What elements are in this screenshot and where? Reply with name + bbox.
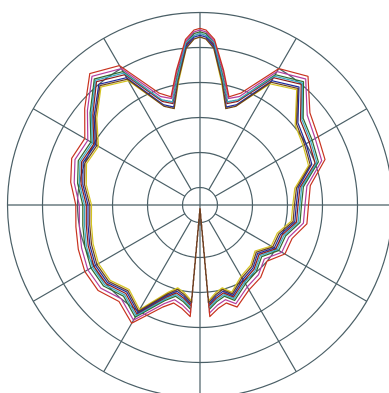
series-line-7: [83, 36, 311, 312]
series-line-5: [78, 32, 318, 317]
grid-spoke-60: [208, 37, 297, 191]
polar-grid: [6, 11, 389, 393]
grid-spoke-330: [214, 213, 368, 302]
grid-spoke-120: [103, 37, 192, 191]
grid-spoke-30: [214, 108, 368, 197]
series-line-0: [80, 32, 316, 315]
series-line-3: [73, 29, 323, 321]
grid-spoke-300: [208, 219, 297, 373]
series-group: [70, 27, 326, 324]
grid-spoke-210: [32, 213, 186, 302]
grid-spoke-240: [103, 219, 192, 373]
grid-ring-5: [6, 11, 389, 393]
series-line-2: [82, 34, 313, 314]
grid-spoke-150: [32, 108, 186, 197]
series-line-6: [70, 27, 326, 324]
